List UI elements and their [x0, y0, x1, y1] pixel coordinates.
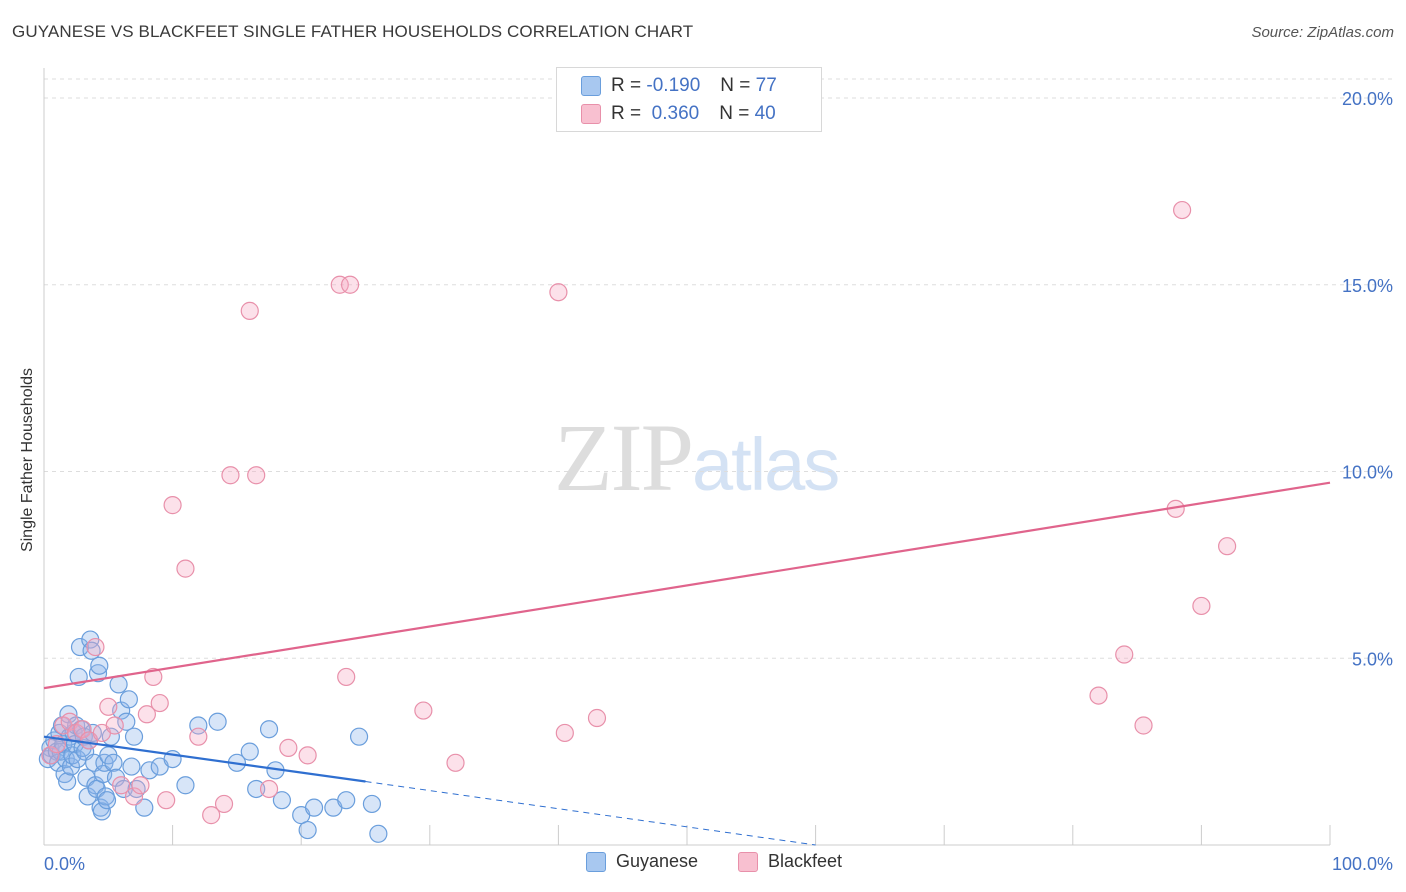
legend-item-blackfeet: Blackfeet: [738, 851, 842, 872]
chart-title: GUYANESE VS BLACKFEET SINGLE FATHER HOUS…: [12, 22, 694, 41]
blackfeet-point: [298, 746, 317, 765]
guyanese-point: [97, 791, 117, 810]
legend-item-guyanese: Guyanese: [586, 851, 698, 872]
blackfeet-point: [587, 708, 607, 728]
guyanese-swatch: [581, 76, 601, 96]
blackfeet-point: [221, 466, 240, 485]
blackfeet-point: [279, 738, 298, 757]
guyanese-point: [117, 712, 136, 731]
y-tick-label: 5.0%: [1352, 649, 1393, 669]
stats-legend-row-guyanese: R = -0.190 N = 77: [581, 73, 777, 99]
guyanese-point: [58, 772, 77, 791]
blackfeet-point: [202, 806, 221, 825]
blackfeet-point: [549, 283, 568, 302]
guyanese-point: [92, 802, 111, 821]
blackfeet-point: [1173, 200, 1192, 220]
blackfeet-point: [41, 746, 60, 765]
guyanese-point: [247, 779, 266, 799]
blackfeet-point: [240, 301, 259, 320]
blackfeet-point: [330, 275, 349, 294]
blackfeet-swatch: [738, 851, 758, 872]
guyanese-point: [337, 791, 356, 810]
source-label: Source: ZipAtlas.com: [1251, 24, 1394, 41]
guyanese-point: [70, 637, 90, 657]
guyanese-point: [104, 753, 123, 772]
guyanese-swatch: [586, 851, 606, 872]
guyanese-point: [208, 712, 227, 731]
blackfeet-swatch: [581, 104, 601, 124]
r-label: R =: [611, 75, 642, 96]
guyanese-point: [135, 798, 154, 817]
stats-legend: R = -0.190 N = 77 R = 0.360 N = 40: [556, 67, 822, 132]
guyanese-point: [349, 727, 369, 746]
guyanese-point: [55, 764, 74, 784]
blackfeet-point: [86, 637, 105, 657]
n-label: N =: [719, 103, 750, 124]
guyanese-trendline: [43, 735, 366, 783]
guyanese-point: [298, 820, 317, 840]
guyanese-point: [240, 742, 259, 761]
guyanese-point: [124, 727, 144, 746]
r-label: R =: [611, 103, 642, 124]
blackfeet-point: [340, 275, 360, 294]
blackfeet-point: [137, 705, 156, 724]
legend-label: Blackfeet: [768, 851, 843, 871]
n-value: 40: [754, 103, 776, 124]
blackfeet-point: [73, 720, 92, 739]
blackfeet-point: [1192, 596, 1211, 616]
guyanese-point: [140, 761, 159, 780]
guyanese-point: [369, 824, 388, 843]
n-value: 77: [755, 75, 777, 96]
blackfeet-point: [150, 693, 169, 713]
blackfeet-point: [131, 776, 150, 795]
blackfeet-point: [176, 559, 195, 578]
blackfeet-point: [555, 723, 574, 743]
blackfeet-point: [105, 716, 124, 735]
y-tick-label: 15.0%: [1342, 276, 1393, 296]
blackfeet-point: [337, 667, 356, 687]
blackfeet-point: [99, 697, 118, 716]
guyanese-point: [122, 757, 141, 776]
blackfeet-point: [414, 701, 433, 720]
guyanese-trendline-extension: [365, 781, 816, 846]
blackfeet-point: [446, 753, 465, 772]
guyanese-point: [119, 690, 138, 709]
blackfeet-point: [1218, 537, 1237, 556]
guyanese-point: [88, 664, 108, 683]
r-value: 0.360: [646, 103, 700, 124]
guyanese-point: [304, 798, 324, 817]
y-tick-label: 10.0%: [1342, 463, 1393, 483]
guyanese-point: [176, 776, 195, 795]
blackfeet-point: [259, 779, 279, 799]
blackfeet-trendline: [43, 481, 1331, 690]
blackfeet-point: [1115, 645, 1134, 664]
blackfeet-point: [157, 791, 176, 810]
y-tick-label: 20.0%: [1342, 89, 1393, 109]
guyanese-point: [362, 794, 382, 814]
blackfeet-point: [163, 496, 182, 515]
blackfeet-point: [189, 727, 208, 746]
x-tick-label: 100.0%: [1332, 854, 1393, 874]
guyanese-point: [90, 656, 109, 675]
series-legend: Guyanese Blackfeet: [0, 851, 1406, 877]
guyanese-point: [259, 720, 279, 739]
blackfeet-point: [247, 466, 266, 485]
blackfeet-point: [1134, 716, 1153, 735]
guyanese-point: [109, 675, 128, 694]
blackfeet-point: [112, 776, 131, 795]
x-tick-label: 0.0%: [44, 854, 85, 874]
blackfeet-point: [1089, 686, 1108, 705]
blackfeet-point: [214, 794, 234, 814]
legend-label: Guyanese: [616, 851, 699, 871]
n-label: N =: [720, 75, 751, 96]
guyanese-point: [272, 791, 292, 810]
r-value: -0.190: [646, 75, 701, 96]
blackfeet-point: [144, 667, 163, 687]
blackfeet-point: [124, 787, 144, 806]
stats-legend-row-blackfeet: R = 0.360 N = 40: [581, 101, 776, 127]
